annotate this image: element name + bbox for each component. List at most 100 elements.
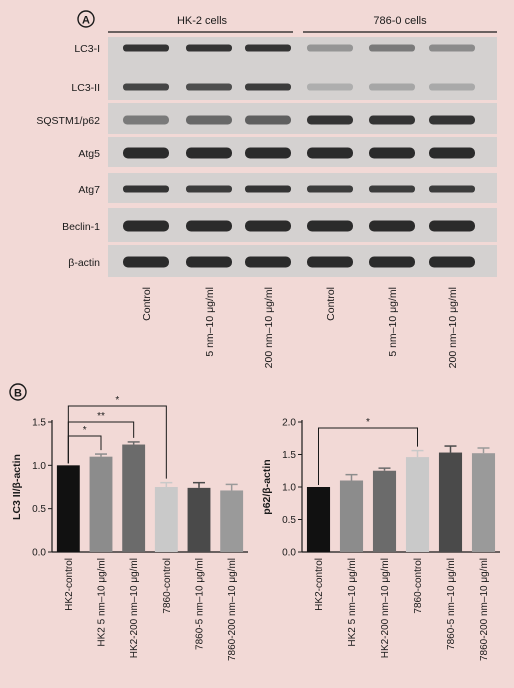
bar — [438, 452, 463, 552]
x-tick-label: HK2 5 nm–10 μg/ml — [347, 558, 358, 647]
blot-band — [245, 44, 291, 52]
lane-label: 5 nm–10 μg/ml — [387, 287, 399, 357]
lane-labels: Control 5 nm–10 μg/ml 200 nm–10 μg/ml Contr… — [141, 287, 459, 368]
panel-b-badge — [9, 383, 27, 401]
lane-label: 5 nm–10 μg/ml — [204, 287, 216, 357]
blot-band — [186, 256, 232, 268]
lane-label: 200 nm–10 μg/ml — [263, 287, 275, 368]
x-tick-label: HK2-control — [314, 558, 325, 611]
blot-band — [123, 83, 169, 91]
chart-p62: 0.0 0.5 1.0 1.5 2.0 p62/β-actin HK2-control HK2… — [261, 417, 500, 661]
blot-band — [186, 83, 232, 91]
blot-band — [123, 115, 169, 125]
significance-marker: * — [115, 395, 119, 406]
blot-band — [369, 83, 415, 91]
blot-band — [186, 147, 232, 159]
western-blots: LC3-I LC3-II SQSTM1/p62 Atg5 Atg7 Beclin-1 β-a… — [36, 37, 497, 277]
y-tick-label: 1.5 — [32, 418, 46, 429]
bar — [471, 453, 496, 552]
blot-band — [123, 147, 169, 159]
blot-band — [307, 147, 353, 159]
significance-marker: ** — [97, 411, 105, 422]
blot-band — [429, 256, 475, 268]
y-tick-label: 1.0 — [282, 483, 296, 494]
blot-label: β-actin — [68, 257, 100, 269]
group-label-786: 786-0 cells — [373, 15, 427, 27]
blot-band — [307, 44, 353, 52]
blot-band — [245, 185, 291, 193]
group-label-hk2: HK-2 cells — [177, 15, 228, 27]
bar — [187, 487, 211, 552]
chart-lc3: 0.0 0.5 1.0 1.5 LC3 II/β-actin HK2-control HK2… — [11, 395, 248, 661]
blot-band — [245, 83, 291, 91]
y-tick-label: 0.0 — [282, 548, 296, 559]
blot-band — [245, 220, 291, 232]
bar — [405, 457, 430, 552]
panel-b-letter: B — [14, 388, 22, 400]
x-tick-label: HK2 5 nm–10 μg/ml — [97, 558, 108, 647]
x-tick-label: 7860-control — [413, 558, 424, 614]
significance-bracket — [318, 427, 418, 485]
blot-band — [369, 220, 415, 232]
blot-band — [369, 44, 415, 52]
blot-band — [307, 220, 353, 232]
x-tick-label: 7860-200 nm–10 μg/ml — [227, 558, 238, 661]
bar — [154, 487, 178, 552]
y-tick-label: 1.0 — [32, 461, 46, 472]
blot-label: Atg5 — [78, 148, 100, 160]
bar — [372, 470, 397, 552]
bar — [306, 487, 331, 552]
significance-marker: * — [366, 417, 370, 428]
blot-band — [123, 220, 169, 232]
significance-bracket — [67, 405, 167, 479]
bar — [220, 490, 244, 552]
bar — [56, 465, 80, 552]
blot-label: SQSTM1/p62 — [36, 115, 100, 127]
blot-band — [245, 256, 291, 268]
blot-band — [123, 256, 169, 268]
lane-label: 200 nm–10 μg/ml — [447, 287, 459, 368]
x-tick-label: HK2-200 nm–10 μg/ml — [380, 558, 391, 658]
y-axis-label: LC3 II/β-actin — [11, 454, 23, 520]
blot-band — [307, 83, 353, 91]
blot-band — [369, 185, 415, 193]
y-tick-label: 2.0 — [282, 418, 296, 429]
blot-band — [245, 115, 291, 125]
blot-band — [369, 147, 415, 159]
lane-label: Control — [141, 287, 153, 321]
blot-band — [429, 83, 475, 91]
blot-band — [429, 147, 475, 159]
bar — [339, 480, 364, 552]
x-tick-label: 7860-5 nm–10 μg/ml — [446, 558, 457, 650]
blot-label: LC3-II — [71, 82, 100, 94]
significance-marker: * — [83, 425, 87, 436]
panel-a-letter: A — [82, 15, 90, 27]
blot-band — [429, 220, 475, 232]
y-tick-label: 1.5 — [282, 450, 296, 461]
bar — [122, 444, 146, 552]
blot-band — [429, 115, 475, 125]
y-tick-label: 0.5 — [282, 515, 296, 526]
blot-band — [369, 256, 415, 268]
blot-band — [307, 256, 353, 268]
blot-band — [369, 115, 415, 125]
x-tick-label: 7860-200 nm–10 μg/ml — [479, 558, 490, 661]
blot-band — [429, 185, 475, 193]
blot-band — [186, 185, 232, 193]
blot-band — [186, 44, 232, 52]
blot-label: Beclin-1 — [62, 221, 100, 233]
y-tick-label: 0.0 — [32, 548, 46, 559]
bar — [89, 456, 113, 552]
x-tick-label: HK2-200 nm–10 μg/ml — [129, 558, 140, 658]
blot-band — [245, 147, 291, 159]
y-axis-label: p62/β-actin — [261, 459, 273, 514]
blot-band — [186, 115, 232, 125]
blot-band — [429, 44, 475, 52]
blot-label: Atg7 — [78, 184, 100, 196]
blot-band — [123, 185, 169, 193]
blot-label: LC3-I — [74, 43, 100, 55]
blot-band — [186, 220, 232, 232]
x-tick-label: HK2-control — [64, 558, 75, 611]
blot-band — [307, 115, 353, 125]
x-tick-label: 7860-control — [162, 558, 173, 614]
